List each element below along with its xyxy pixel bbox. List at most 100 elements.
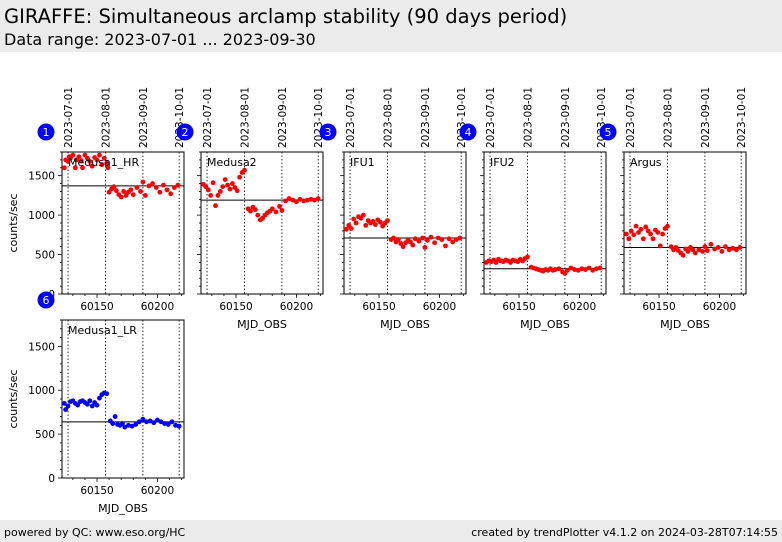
data-point (279, 207, 285, 213)
data-point (248, 208, 253, 214)
data-point (63, 407, 69, 412)
data-point (648, 231, 653, 237)
data-point (175, 182, 181, 188)
data-point (215, 192, 221, 198)
data-point (222, 177, 228, 183)
data-point (593, 266, 599, 272)
panel-argus: Argus 60150 60200 MJD_OBS 5 2023-07-01 2023-08… (599, 87, 748, 331)
data-point (626, 236, 632, 242)
panel-medusa1_hr: Medusa1_HR0500100015006015060200MJD_OBSc… (7, 87, 186, 331)
y-tick-label: 1500 (28, 171, 55, 183)
panel-number-text: 3 (325, 126, 332, 139)
data-point (104, 391, 110, 397)
data-point (410, 242, 416, 248)
data-point (84, 401, 90, 407)
data-point (628, 228, 634, 234)
panel-number-badge (319, 123, 337, 141)
data-point (283, 198, 288, 204)
data-point (173, 422, 178, 428)
data-point (87, 398, 93, 404)
y-tick-label: 1500 (28, 341, 55, 353)
data-point (142, 192, 148, 198)
data-point (377, 219, 383, 225)
data-point (723, 244, 728, 250)
data-point (665, 223, 670, 229)
panel-number-text: 5 (605, 126, 612, 139)
data-point (161, 182, 166, 188)
data-point (104, 160, 110, 166)
panel-number-badge (599, 123, 617, 141)
data-point (234, 188, 240, 194)
date-marker-label: 2023-08-01 (239, 87, 251, 148)
x-tick-label: 60200 (141, 301, 174, 313)
data-point (94, 402, 100, 408)
y-tick-label: 500 (35, 250, 55, 262)
data-point (400, 244, 406, 250)
plot-frame (61, 319, 185, 479)
x-axis-label: MJD_OBS (380, 318, 430, 331)
panel-number-text: 2 (182, 126, 189, 139)
date-marker-label: 2023-08-01 (382, 87, 394, 148)
panel-name-label: Medusa1_LR (68, 324, 137, 337)
data-point (75, 402, 81, 408)
data-point (638, 226, 644, 232)
data-point (525, 254, 530, 260)
data-point (631, 232, 637, 238)
data-point (213, 203, 218, 209)
data-point (133, 422, 139, 427)
data-point (169, 419, 175, 425)
data-point (453, 237, 459, 242)
date-marker-label: 2023-09-01 (138, 87, 150, 148)
data-point (110, 421, 116, 426)
data-point (134, 185, 140, 190)
data-point (97, 152, 102, 158)
panel-name-label: Medusa1_HR (68, 156, 139, 169)
plot-frame (61, 151, 185, 295)
data-point (685, 249, 691, 254)
panel-ifu2: IFU2 60150 60200 MJD_OBS 4 2023-07-01 2023-08-… (459, 87, 608, 331)
data-point (428, 234, 434, 240)
panel-number-text: 1 (43, 126, 50, 139)
data-point (704, 248, 710, 254)
data-point (153, 185, 159, 190)
data-point (210, 180, 216, 186)
page-title: GIRAFFE: Simultaneous arclamp stability … (4, 5, 568, 28)
data-point (360, 212, 366, 218)
data-point (294, 199, 299, 205)
data-point (113, 188, 119, 194)
data-point (583, 267, 588, 272)
x-tick-label: 60150 (80, 485, 113, 497)
data-point (94, 157, 100, 163)
y-axis-label: counts/sec (7, 193, 20, 252)
data-point (655, 230, 661, 235)
data-point (435, 235, 441, 241)
data-point (205, 187, 211, 193)
data-point (217, 189, 223, 194)
data-point (99, 162, 105, 168)
data-point (416, 238, 422, 244)
data-point (136, 419, 142, 425)
data-point (286, 196, 292, 201)
data-point (315, 196, 321, 201)
data-point (733, 247, 739, 253)
data-point (446, 236, 452, 242)
x-tick-label: 60200 (280, 301, 313, 313)
panel-number-badge (459, 123, 477, 141)
data-point (443, 243, 448, 249)
panel-ifu1: IFU1 60150 60200 MJD_OBS 3 2023-07-01 2023-08-… (319, 87, 468, 331)
data-point (111, 184, 117, 190)
header-bar: GIRAFFE: Simultaneous arclamp stability … (0, 0, 782, 52)
data-point (308, 196, 314, 202)
y-tick-label: 0 (48, 473, 55, 485)
data-point (395, 237, 401, 242)
data-point (348, 226, 354, 231)
data-point (119, 421, 125, 426)
panel-number-text: 6 (43, 294, 50, 307)
date-marker-label: 2023-09-01 (700, 87, 712, 148)
data-point (344, 226, 349, 232)
data-point (70, 152, 76, 158)
x-tick-label: 60150 (362, 301, 395, 313)
x-tick-label: 60200 (141, 485, 174, 497)
data-point (660, 231, 666, 237)
panel-number-text: 4 (465, 126, 472, 139)
